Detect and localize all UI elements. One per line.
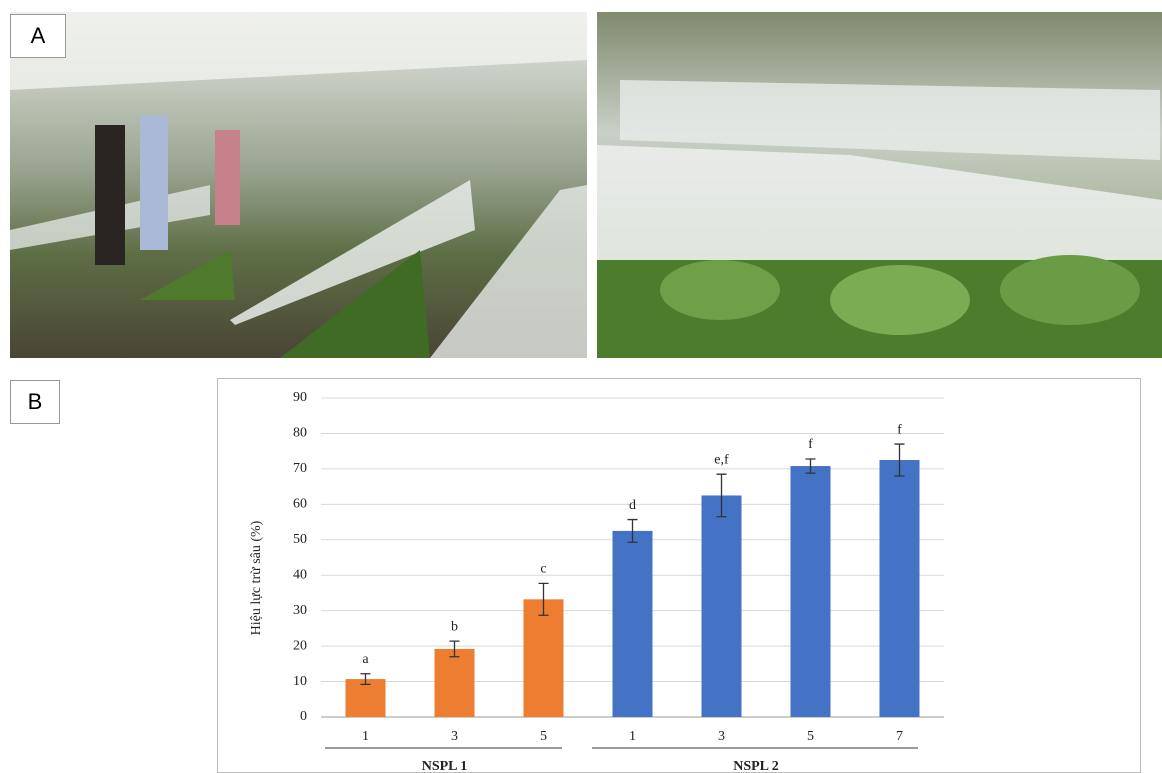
significance-label: b bbox=[451, 619, 458, 634]
bar bbox=[879, 460, 920, 717]
bar bbox=[701, 495, 742, 717]
significance-label: a bbox=[362, 652, 369, 667]
y-tick-label: 50 bbox=[293, 532, 307, 547]
error-bar bbox=[360, 673, 371, 686]
bar bbox=[790, 466, 831, 717]
error-bar bbox=[538, 582, 549, 616]
group-label: NSPL 1 bbox=[422, 759, 468, 773]
photo-right bbox=[597, 12, 1162, 358]
y-tick-label: 20 bbox=[293, 638, 307, 653]
y-tick-label: 90 bbox=[293, 390, 307, 405]
error-bar bbox=[894, 443, 905, 477]
photo-left bbox=[10, 12, 587, 358]
bar bbox=[345, 679, 386, 717]
significance-label: e,f bbox=[714, 452, 729, 467]
x-tick-label: 7 bbox=[896, 729, 903, 744]
error-bar bbox=[449, 640, 460, 658]
y-tick-label: 0 bbox=[300, 709, 307, 724]
error-bar bbox=[716, 473, 727, 518]
group-label: NSPL 2 bbox=[733, 759, 779, 773]
y-tick-label: 30 bbox=[293, 603, 307, 618]
y-tick-label: 40 bbox=[293, 567, 307, 582]
x-tick-label: 5 bbox=[540, 729, 547, 744]
y-tick-label: 10 bbox=[293, 674, 307, 689]
error-bar bbox=[627, 518, 638, 543]
x-tick-label: 5 bbox=[807, 729, 814, 744]
y-tick-label: 60 bbox=[293, 497, 307, 512]
x-tick-label: 3 bbox=[718, 729, 725, 744]
bar bbox=[612, 530, 653, 717]
bar bbox=[434, 648, 475, 717]
bar bbox=[523, 599, 564, 717]
y-tick-label: 70 bbox=[293, 461, 307, 476]
significance-label: c bbox=[540, 562, 546, 577]
photos bbox=[10, 12, 1162, 358]
chart: Hiệu lực trừ sâu (%) 0 10 20 30 40 50 60 70 80 90… bbox=[217, 378, 1141, 773]
x-tick-label: 1 bbox=[362, 729, 369, 744]
error-bar bbox=[805, 458, 816, 474]
x-tick-label: 3 bbox=[451, 729, 458, 744]
x-tick-label: 1 bbox=[629, 729, 636, 744]
significance-label: f bbox=[808, 437, 813, 452]
y-tick-label: 80 bbox=[293, 426, 307, 441]
y-axis-label: Hiệu lực trừ sâu (%) bbox=[249, 520, 264, 635]
significance-label: f bbox=[897, 422, 902, 437]
panel-label: A bbox=[10, 14, 66, 58]
significance-label: d bbox=[629, 498, 636, 513]
panel-label: B bbox=[10, 380, 60, 424]
